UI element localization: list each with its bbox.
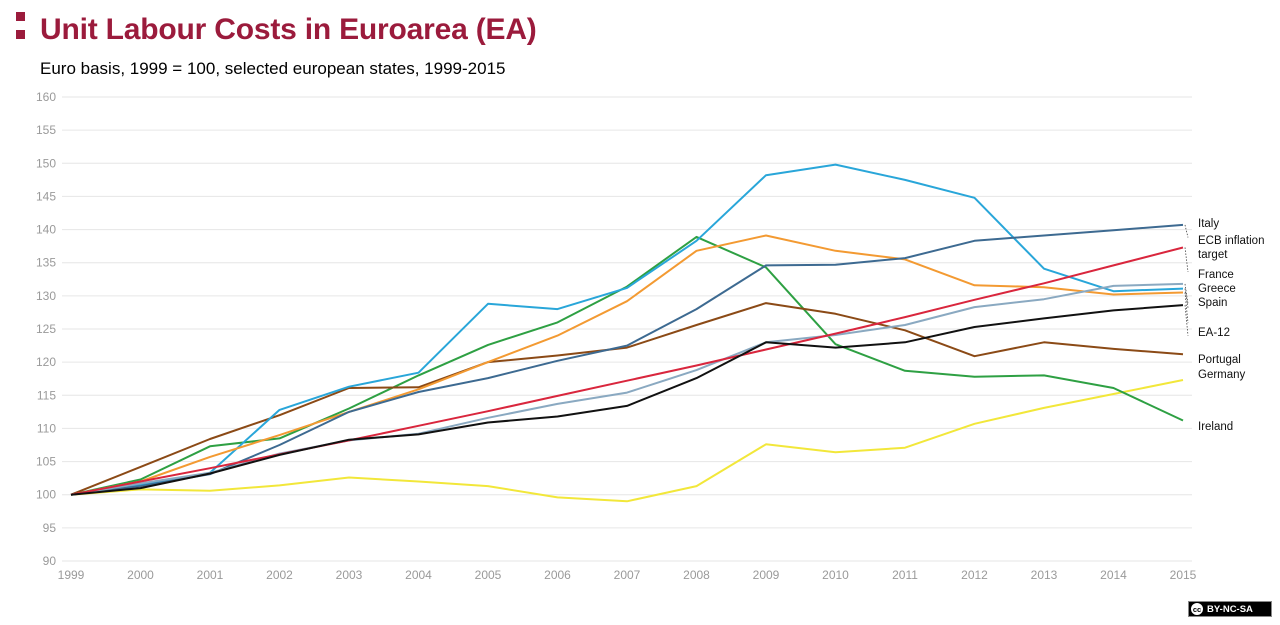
y-tick-label: 125	[36, 322, 56, 336]
series-end-label: Italy	[1198, 218, 1219, 230]
series-end-label: Ireland	[1198, 421, 1233, 433]
label-connector	[1184, 247, 1189, 273]
x-tick-label: 2004	[405, 568, 432, 582]
license-label: BY-NC-SA	[1207, 603, 1253, 615]
series-end-label: France	[1198, 269, 1234, 281]
y-tick-label: 155	[36, 123, 56, 137]
series-end-label: EA-12	[1198, 327, 1230, 339]
x-tick-label: 2011	[892, 568, 918, 582]
series-line-6	[70, 223, 1184, 496]
label-connector	[1184, 288, 1189, 308]
x-tick-label: 2008	[683, 568, 710, 582]
y-tick-label: 120	[36, 355, 56, 369]
x-tick-label: 2005	[475, 568, 502, 582]
x-tick-label: 1999	[58, 568, 85, 582]
x-tick-label: 2002	[266, 568, 293, 582]
y-tick-label: 160	[36, 90, 56, 104]
cc-icon: cc	[1190, 602, 1204, 616]
y-tick-label: 100	[36, 488, 56, 502]
y-tick-label: 95	[43, 521, 57, 535]
y-tick-label: 105	[36, 455, 56, 469]
y-tick-label: 135	[36, 256, 56, 270]
label-connector	[1184, 292, 1189, 324]
y-tick-label: 145	[36, 189, 56, 203]
series-line-2	[70, 235, 1184, 496]
label-connector	[1184, 283, 1189, 304]
label-connector	[1184, 305, 1189, 336]
series-end-label: target	[1198, 249, 1228, 261]
x-tick-label: 2013	[1031, 568, 1058, 582]
x-tick-label: 2010	[822, 568, 849, 582]
x-tick-label: 2012	[961, 568, 988, 582]
series-end-label: Greece	[1198, 283, 1236, 295]
chart-subtitle: Euro basis, 1999 = 100, selected europea…	[40, 59, 506, 78]
series-line-7	[70, 282, 1184, 496]
y-tick-label: 130	[36, 289, 56, 303]
x-tick-label: 2003	[336, 568, 363, 582]
license-badge[interactable]: cc BY-NC-SA	[1188, 601, 1272, 617]
logo-mark	[16, 12, 26, 42]
y-tick-label: 90	[43, 554, 57, 568]
series-line-5	[70, 234, 1184, 496]
chart-title: Unit Labour Costs in Euroarea (EA)	[40, 13, 537, 46]
series-line-1	[70, 379, 1184, 503]
series-end-label: Portugal	[1198, 354, 1241, 366]
x-tick-label: 2014	[1100, 568, 1127, 582]
x-tick-label: 2009	[753, 568, 780, 582]
x-tick-label: 2015	[1170, 568, 1197, 582]
x-tick-label: 2006	[544, 568, 571, 582]
series-line-9	[70, 304, 1184, 496]
series-line-3	[70, 302, 1184, 496]
series-line-8	[70, 246, 1184, 496]
x-tick-label: 2001	[197, 568, 224, 582]
y-tick-label: 150	[36, 156, 56, 170]
y-tick-label: 110	[37, 421, 56, 435]
y-tick-label: 140	[36, 223, 56, 237]
series-end-label: ECB inflation	[1198, 235, 1264, 247]
series-line-4	[70, 163, 1184, 496]
y-tick-label: 115	[37, 388, 56, 402]
x-tick-label: 2000	[127, 568, 154, 582]
series-end-label: Germany	[1198, 369, 1246, 381]
series-end-label: Spain	[1198, 297, 1227, 309]
x-tick-label: 2007	[614, 568, 641, 582]
label-connector	[1184, 224, 1189, 238]
